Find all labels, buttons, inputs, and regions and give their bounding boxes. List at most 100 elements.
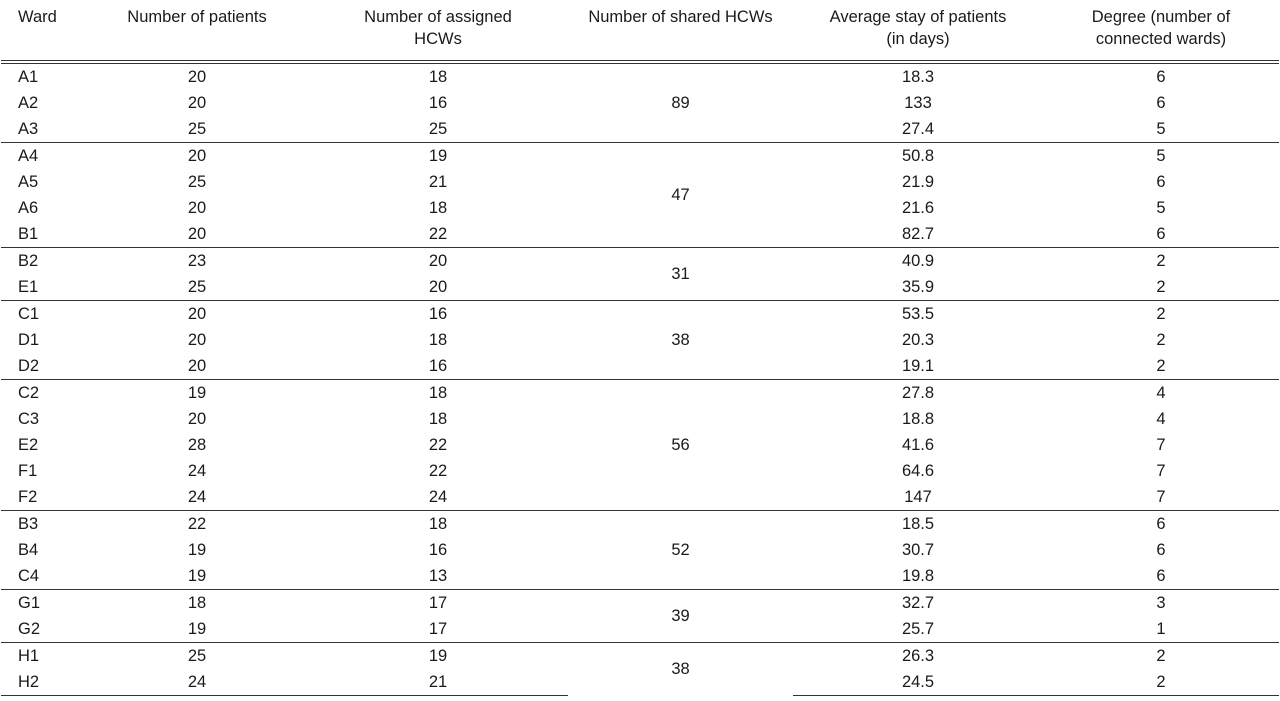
header-stay-line1: Average stay of patients (829, 8, 1007, 26)
cell-average-stay: 19.8 (901, 567, 935, 585)
cell-assigned-hcws: 17 (428, 620, 448, 638)
cell-average-stay: 27.4 (901, 120, 935, 138)
cell-average-stay: 27.8 (793, 379, 1043, 406)
cell-average-stay: 19.1 (901, 357, 935, 375)
cell-assigned-hcws: 18 (428, 199, 448, 217)
cell-ward: B3 (1, 510, 86, 537)
cell-shared-hcws: 39 (568, 589, 793, 643)
cell-ward: E2 (18, 436, 39, 454)
cell-patients: 24 (86, 669, 308, 696)
cell-shared-hcws: 31 (568, 247, 793, 301)
table-row: B3 22 18 52 18.5 6 (1, 510, 1279, 590)
table-row: A6 20 18 21.6 5 (1, 195, 1279, 221)
cell-assigned-hcws: 18 (428, 68, 448, 86)
cell-average-stay: 133 (904, 94, 932, 112)
cell-assigned-hcws: 22 (428, 462, 448, 480)
cell-ward: D2 (18, 357, 40, 375)
cell-average-stay: 20.3 (901, 331, 935, 349)
header-assigned-line2: HCWs (414, 30, 462, 48)
cell-shared-hcws: 38 (568, 642, 793, 696)
cell-patients: 20 (187, 94, 207, 112)
table-row: C1 20 16 38 53.5 2 (1, 300, 1279, 380)
cell-patients: 19 (187, 567, 207, 585)
cell-ward: H1 (1, 642, 86, 669)
cell-patients: 20 (187, 225, 207, 243)
header-shared-hcws: Number of shared HCWs (568, 0, 793, 62)
cell-degree: 1 (1156, 620, 1166, 638)
header-assigned-hcws: Number of assigned HCWs (308, 0, 568, 62)
cell-average-stay: 50.8 (793, 142, 1043, 169)
cell-degree: 2 (1043, 669, 1279, 696)
cell-assigned-hcws: 16 (428, 357, 448, 375)
cell-ward: F1 (18, 462, 38, 480)
cell-shared-hcws: 38 (568, 300, 793, 380)
table-row: H2 24 21 24.5 2 (1, 669, 1279, 696)
cell-degree: 2 (1156, 278, 1166, 296)
cell-degree: 2 (1043, 642, 1279, 669)
cell-assigned-hcws: 18 (428, 410, 448, 428)
table-row: D1 20 18 20.3 2 (1, 327, 1279, 353)
cell-average-stay: 25.7 (901, 620, 935, 638)
cell-shared-hcws: 56 (568, 379, 793, 511)
cell-degree: 7 (1156, 462, 1166, 480)
cell-average-stay: 32.7 (793, 589, 1043, 616)
cell-assigned-hcws: 22 (428, 436, 448, 454)
cell-patients: 20 (187, 357, 207, 375)
cell-average-stay: 64.6 (901, 462, 935, 480)
cell-degree: 4 (1043, 379, 1279, 406)
table-row: B1 20 22 82.7 6 (1, 221, 1279, 248)
header-degree: Degree (number of connected wards) (1043, 0, 1279, 62)
cell-assigned-hcws: 18 (428, 331, 448, 349)
cell-average-stay: 82.7 (901, 225, 935, 243)
cell-patients: 20 (86, 142, 308, 169)
cell-patients: 19 (187, 541, 207, 559)
cell-shared-hcws: 47 (568, 142, 793, 248)
cell-average-stay: 18.8 (901, 410, 935, 428)
cell-shared-hcws: 52 (568, 510, 793, 590)
cell-degree: 6 (1156, 173, 1166, 191)
cell-average-stay: 21.9 (901, 173, 935, 191)
cell-ward: G2 (18, 620, 41, 638)
cell-average-stay: 30.7 (901, 541, 935, 559)
cell-ward: G1 (1, 589, 86, 616)
header-patients-label: Number of patients (127, 8, 267, 26)
cell-degree: 6 (1156, 567, 1166, 585)
cell-degree: 6 (1156, 94, 1166, 112)
table-row: A3 25 25 27.4 5 (1, 116, 1279, 143)
cell-degree: 4 (1156, 410, 1166, 428)
header-ward: Ward (1, 0, 86, 62)
cell-assigned-hcws: 16 (428, 94, 448, 112)
cell-assigned-hcws: 18 (308, 379, 568, 406)
cell-ward: A6 (18, 199, 39, 217)
table-row: G2 19 17 25.7 1 (1, 616, 1279, 643)
table-row: A5 25 21 21.9 6 (1, 169, 1279, 195)
cell-assigned-hcws: 22 (428, 225, 448, 243)
header-average-stay: Average stay of patients (in days) (793, 0, 1043, 62)
header-shared-label: Number of shared HCWs (588, 8, 773, 26)
cell-average-stay: 147 (904, 488, 932, 506)
cell-degree: 3 (1043, 589, 1279, 616)
table-row: F1 24 22 64.6 7 (1, 458, 1279, 484)
table-row: E2 28 22 41.6 7 (1, 432, 1279, 458)
cell-degree: 2 (1156, 357, 1166, 375)
cell-ward: E1 (18, 278, 39, 296)
header-degree-line2: connected wards) (1095, 30, 1227, 48)
cell-patients: 18 (86, 589, 308, 616)
cell-patients: 20 (187, 199, 207, 217)
cell-ward: F2 (18, 488, 38, 506)
table-row: B2 23 20 31 40.9 2 (1, 247, 1279, 301)
cell-assigned-hcws: 19 (308, 142, 568, 169)
table-row: C3 20 18 18.8 4 (1, 406, 1279, 432)
table-row: B4 19 16 30.7 6 (1, 537, 1279, 563)
header-ward-label: Ward (18, 8, 57, 26)
cell-patients: 24 (187, 462, 207, 480)
cell-patients: 19 (187, 620, 207, 638)
cell-average-stay: 35.9 (901, 278, 935, 296)
cell-average-stay: 24.5 (793, 669, 1043, 696)
cell-average-stay: 18.3 (901, 68, 935, 86)
cell-assigned-hcws: 16 (308, 300, 568, 327)
cell-degree: 7 (1156, 488, 1166, 506)
cell-assigned-hcws: 20 (308, 247, 568, 274)
cell-assigned-hcws: 13 (428, 567, 448, 585)
